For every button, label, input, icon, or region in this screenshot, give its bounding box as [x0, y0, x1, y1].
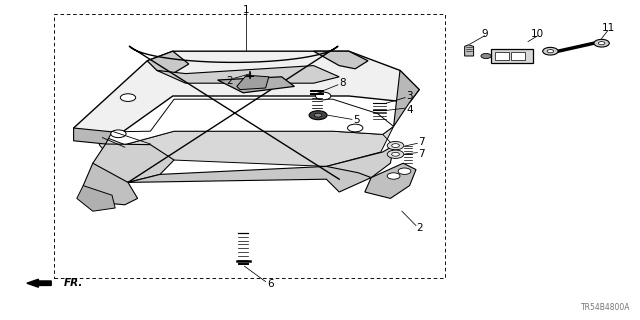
Polygon shape [157, 66, 339, 83]
Circle shape [309, 111, 327, 120]
Circle shape [111, 130, 126, 138]
Circle shape [314, 113, 322, 117]
Polygon shape [365, 163, 416, 198]
Text: 2: 2 [417, 223, 423, 233]
Text: 10: 10 [531, 28, 544, 39]
Circle shape [543, 47, 558, 55]
Circle shape [594, 39, 609, 47]
Polygon shape [314, 51, 368, 69]
Polygon shape [74, 51, 419, 144]
Polygon shape [83, 163, 138, 205]
Polygon shape [326, 146, 394, 179]
Circle shape [387, 173, 400, 179]
Circle shape [481, 53, 492, 59]
Circle shape [392, 152, 399, 156]
FancyBboxPatch shape [492, 49, 532, 63]
Text: 9: 9 [481, 28, 488, 39]
Polygon shape [237, 75, 269, 90]
Polygon shape [99, 126, 394, 166]
Circle shape [348, 124, 363, 132]
Text: 7: 7 [419, 137, 425, 148]
Circle shape [392, 144, 399, 148]
Circle shape [598, 42, 605, 45]
Circle shape [120, 94, 136, 101]
Circle shape [387, 141, 404, 150]
Polygon shape [93, 144, 174, 182]
Polygon shape [102, 99, 394, 145]
Circle shape [547, 50, 554, 53]
Polygon shape [394, 70, 419, 126]
Text: 6: 6 [267, 279, 273, 289]
Text: 5: 5 [353, 115, 360, 125]
Text: 2: 2 [226, 76, 232, 86]
Polygon shape [74, 128, 112, 144]
Circle shape [398, 168, 411, 174]
FancyBboxPatch shape [495, 52, 509, 60]
Circle shape [316, 92, 331, 100]
Text: 4: 4 [406, 105, 413, 115]
Polygon shape [218, 77, 294, 93]
Text: 7: 7 [419, 148, 425, 159]
Text: 8: 8 [339, 78, 346, 88]
Polygon shape [93, 166, 371, 192]
Text: 1: 1 [243, 4, 250, 15]
Circle shape [387, 150, 404, 158]
Polygon shape [77, 186, 115, 211]
Text: 11: 11 [602, 23, 614, 33]
Text: TR54B4800A: TR54B4800A [581, 303, 630, 312]
Text: 3: 3 [406, 91, 413, 101]
FancyArrow shape [27, 279, 51, 287]
Polygon shape [147, 51, 189, 74]
Text: FR.: FR. [64, 278, 83, 288]
Polygon shape [465, 45, 474, 56]
FancyBboxPatch shape [511, 52, 525, 60]
